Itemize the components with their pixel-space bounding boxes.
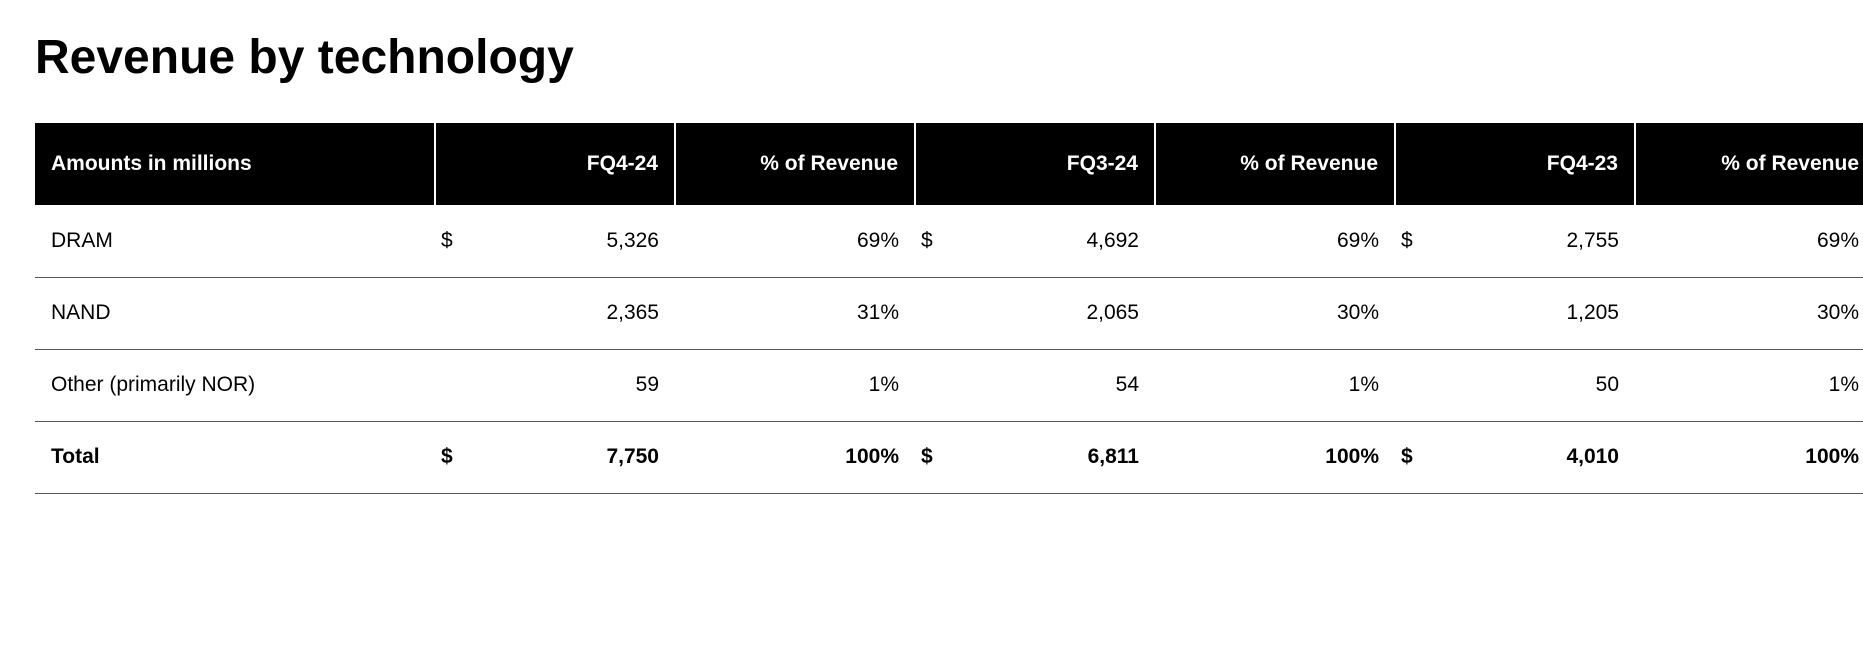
pct-cell: 1% — [1155, 349, 1395, 421]
pct-cell: 30% — [1155, 277, 1395, 349]
amount-cell: 50 — [1395, 349, 1635, 421]
amount-value: 5,326 — [606, 229, 659, 252]
currency-symbol: $ — [921, 445, 933, 469]
amount-value: 7,750 — [606, 445, 659, 468]
row-label: DRAM — [35, 205, 435, 277]
pct-cell: 1% — [675, 349, 915, 421]
pct-cell: 30% — [1635, 277, 1863, 349]
table-row: Total$7,750100%$6,811100%$4,010100% — [35, 421, 1863, 493]
header-pct-1: % of Revenue — [1155, 123, 1395, 205]
amount-cell: $4,010 — [1395, 421, 1635, 493]
table-row: DRAM$5,32669%$4,69269%$2,75569% — [35, 205, 1863, 277]
pct-cell: 69% — [1155, 205, 1395, 277]
pct-cell: 1% — [1635, 349, 1863, 421]
amount-cell: 59 — [435, 349, 675, 421]
pct-cell: 100% — [675, 421, 915, 493]
header-period-1: FQ3-24 — [915, 123, 1155, 205]
table-row: NAND 2,365 31% 2,065 30% 1,205 30% — [35, 277, 1863, 349]
header-period-0: FQ4-24 — [435, 123, 675, 205]
currency-symbol: $ — [1401, 445, 1413, 469]
amount-value: 50 — [1596, 373, 1619, 396]
amount-cell: $5,326 — [435, 205, 675, 277]
pct-cell: 31% — [675, 277, 915, 349]
amount-value: 2,365 — [606, 301, 659, 324]
header-pct-0: % of Revenue — [675, 123, 915, 205]
currency-symbol: $ — [441, 445, 453, 469]
amount-value: 1,205 — [1566, 301, 1619, 324]
amount-cell: $7,750 — [435, 421, 675, 493]
revenue-table: Amounts in millions FQ4-24 % of Revenue … — [35, 123, 1863, 494]
amount-value: 2,065 — [1086, 301, 1139, 324]
amount-cell: 54 — [915, 349, 1155, 421]
currency-symbol: $ — [441, 229, 453, 253]
header-period-2: FQ4-23 — [1395, 123, 1635, 205]
row-label: Other (primarily NOR) — [35, 349, 435, 421]
pct-cell: 100% — [1635, 421, 1863, 493]
amount-value: 54 — [1116, 373, 1139, 396]
amount-cell: 1,205 — [1395, 277, 1635, 349]
page-title: Revenue by technology — [35, 30, 1828, 85]
header-pct-2: % of Revenue — [1635, 123, 1863, 205]
amount-cell: $2,755 — [1395, 205, 1635, 277]
pct-cell: 100% — [1155, 421, 1395, 493]
table-header-row: Amounts in millions FQ4-24 % of Revenue … — [35, 123, 1863, 205]
amount-cell: $6,811 — [915, 421, 1155, 493]
amount-value: 6,811 — [1088, 445, 1139, 468]
row-label: Total — [35, 421, 435, 493]
pct-cell: 69% — [1635, 205, 1863, 277]
amount-value: 4,692 — [1086, 229, 1139, 252]
amount-cell: $4,692 — [915, 205, 1155, 277]
pct-cell: 69% — [675, 205, 915, 277]
amount-value: 2,755 — [1566, 229, 1619, 252]
amount-cell: 2,065 — [915, 277, 1155, 349]
currency-symbol: $ — [921, 229, 933, 253]
row-label: NAND — [35, 277, 435, 349]
amount-cell: 2,365 — [435, 277, 675, 349]
amount-value: 4,010 — [1566, 445, 1619, 468]
amount-value: 59 — [636, 373, 659, 396]
header-label: Amounts in millions — [35, 123, 435, 205]
currency-symbol: $ — [1401, 229, 1413, 253]
table-row: Other (primarily NOR) 59 1% 54 1% 50 1% — [35, 349, 1863, 421]
table-body: DRAM$5,32669%$4,69269%$2,75569%NAND2,365… — [35, 205, 1863, 493]
